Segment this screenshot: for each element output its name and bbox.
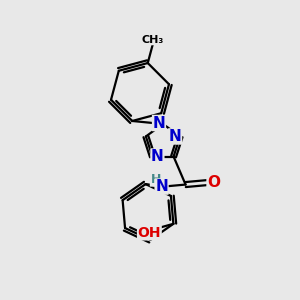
- Text: H: H: [150, 173, 161, 186]
- Text: N: N: [151, 149, 164, 164]
- Text: N: N: [153, 116, 165, 130]
- Text: O: O: [207, 175, 220, 190]
- Text: OH: OH: [138, 226, 161, 240]
- Text: N: N: [169, 129, 182, 144]
- Text: N: N: [155, 179, 168, 194]
- Text: CH₃: CH₃: [142, 35, 164, 45]
